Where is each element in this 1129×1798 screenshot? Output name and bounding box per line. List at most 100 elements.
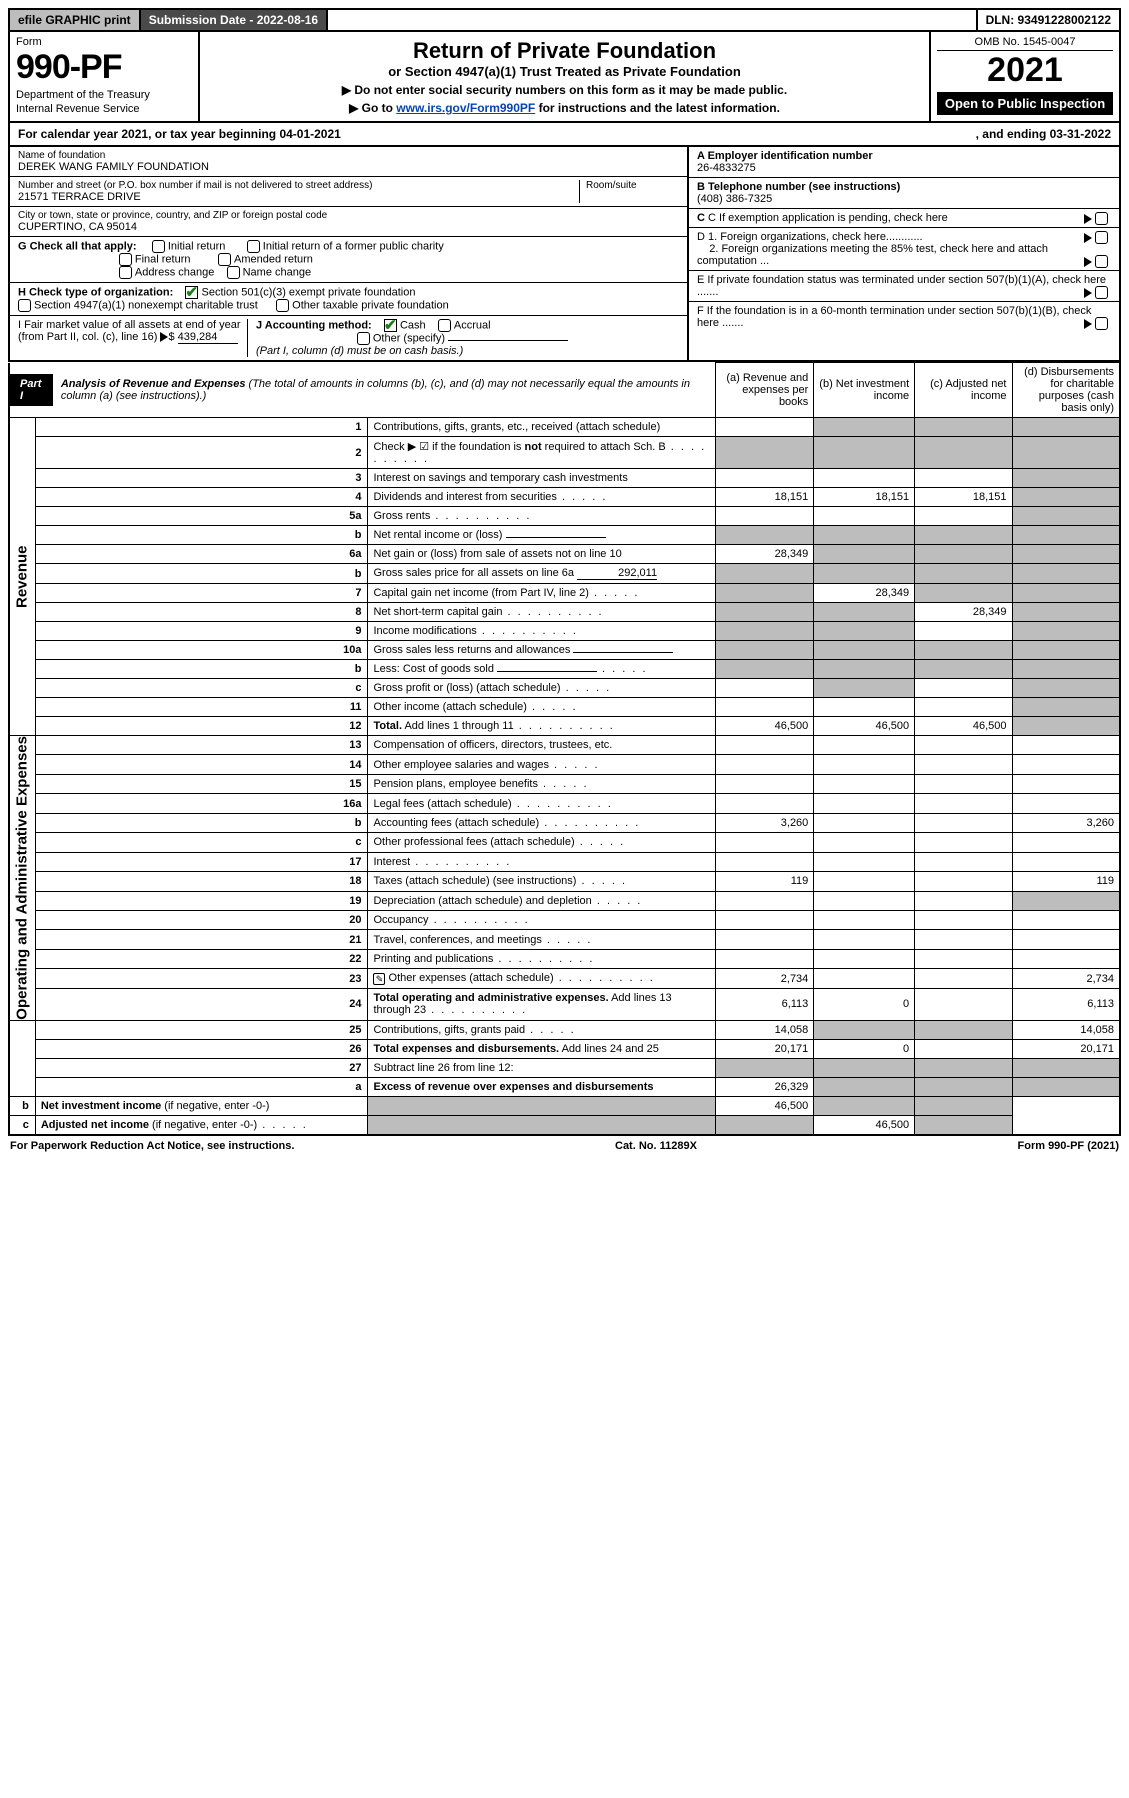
line-number: 22 (35, 949, 368, 968)
A-value: 26-4833275 (697, 162, 756, 174)
checkbox-D1[interactable] (1095, 231, 1108, 244)
form-number: 990-PF (16, 48, 192, 87)
foundation-name-cell: Name of foundation DEREK WANG FAMILY FOU… (10, 147, 687, 177)
form990pf-link[interactable]: www.irs.gov/Form990PF (396, 101, 535, 115)
line-description: Travel, conferences, and meetings (368, 930, 715, 949)
amount-cell (814, 564, 915, 584)
checkbox-C[interactable] (1095, 212, 1108, 225)
checkbox-D2[interactable] (1095, 255, 1108, 268)
amount-cell (1012, 949, 1120, 968)
amount-cell: 20,171 (715, 1039, 814, 1058)
checkbox-F[interactable] (1095, 317, 1108, 330)
amount-cell (715, 736, 814, 755)
arrow-icon (1084, 319, 1092, 329)
amount-cell (814, 1020, 915, 1039)
line-description: Capital gain net income (from Part IV, l… (368, 584, 715, 603)
line-description: Gross profit or (loss) (attach schedule) (368, 679, 715, 698)
J-label: J Accounting method: (256, 319, 372, 331)
amount-cell (814, 545, 915, 564)
checkbox-initial-former[interactable] (247, 240, 260, 253)
line-number: 23 (35, 969, 368, 989)
line-number: 13 (35, 736, 368, 755)
amount-cell: 20,171 (1012, 1039, 1120, 1058)
line-number: 26 (35, 1039, 368, 1058)
col-d-header: (d) Disbursements for charitable purpose… (1012, 363, 1120, 418)
amount-cell (915, 418, 1012, 437)
line-description: Net gain or (loss) from sale of assets n… (368, 545, 715, 564)
open-to-public: Open to Public Inspection (937, 92, 1113, 115)
line-number: b (9, 1096, 35, 1115)
form-title: Return of Private Foundation (208, 38, 921, 64)
line-number: 6a (35, 545, 368, 564)
line-number: 9 (35, 622, 368, 641)
amount-cell (915, 564, 1012, 584)
amount-cell (915, 1039, 1012, 1058)
goto-note: ▶ Go to www.irs.gov/Form990PF for instru… (208, 101, 921, 115)
table-row: 5aGross rents (9, 507, 1120, 526)
checkbox-final-return[interactable] (119, 253, 132, 266)
checkbox-accrual[interactable] (438, 319, 451, 332)
C-cell: C C If exemption application is pending,… (689, 209, 1119, 228)
amount-cell (814, 660, 915, 679)
section-IJ: I Fair market value of all assets at end… (10, 316, 687, 360)
amount-cell (915, 679, 1012, 698)
amount-cell (814, 679, 915, 698)
room-label: Room/suite (586, 180, 679, 191)
checkbox-cash[interactable] (384, 319, 397, 332)
checkbox-E[interactable] (1095, 286, 1108, 299)
line-description: Total. Add lines 1 through 11 (368, 717, 715, 736)
amount-cell (1012, 641, 1120, 660)
amount-cell (915, 910, 1012, 929)
checkbox-addr-change[interactable] (119, 266, 132, 279)
checkbox-other-taxable[interactable] (276, 299, 289, 312)
form-word: Form (16, 36, 192, 48)
checkbox-name-change[interactable] (227, 266, 240, 279)
table-row: cOther professional fees (attach schedul… (9, 833, 1120, 852)
amount-cell: 2,734 (715, 969, 814, 989)
amount-cell (915, 698, 1012, 717)
table-row: 9Income modifications (9, 622, 1120, 641)
amount-cell (715, 660, 814, 679)
amount-cell: 119 (715, 872, 814, 891)
checkbox-501c3[interactable] (185, 286, 198, 299)
amount-cell (915, 930, 1012, 949)
cal-end: , and ending 03-31-2022 (976, 127, 1111, 141)
line-description: Pension plans, employee benefits (368, 774, 715, 793)
table-row: cAdjusted net income (if negative, enter… (9, 1115, 1120, 1135)
line-number: 24 (35, 988, 368, 1020)
checkbox-4947[interactable] (18, 299, 31, 312)
section-H: H Check type of organization: Section 50… (10, 283, 687, 316)
amount-cell (915, 1020, 1012, 1039)
amount-cell (814, 698, 915, 717)
line-description: Gross rents (368, 507, 715, 526)
line-description: Gross sales price for all assets on line… (368, 564, 715, 584)
amount-cell (1012, 852, 1120, 871)
checkbox-other-specify[interactable] (357, 332, 370, 345)
checkbox-initial-return[interactable] (152, 240, 165, 253)
amount-cell (814, 794, 915, 813)
amount-cell: 2,734 (1012, 969, 1120, 989)
C-label: C If exemption application is pending, c… (708, 212, 948, 224)
D-cell: D 1. Foreign organizations, check here..… (689, 228, 1119, 271)
footer-left: For Paperwork Reduction Act Notice, see … (10, 1140, 294, 1152)
amount-cell: 46,500 (915, 717, 1012, 736)
table-row: 22Printing and publications (9, 949, 1120, 968)
amount-cell (814, 969, 915, 989)
amount-cell (368, 1096, 715, 1115)
amount-cell (1012, 755, 1120, 774)
city-value: CUPERTINO, CA 95014 (18, 221, 679, 233)
line-number: 20 (35, 910, 368, 929)
name-label: Name of foundation (18, 150, 679, 161)
checkbox-amended-return[interactable] (218, 253, 231, 266)
table-row: 24Total operating and administrative exp… (9, 988, 1120, 1020)
amount-cell: 3,260 (1012, 813, 1120, 832)
col-c-header: (c) Adjusted net income (915, 363, 1012, 418)
amount-cell (1012, 930, 1120, 949)
line-description: Other income (attach schedule) (368, 698, 715, 717)
info-right: A Employer identification number 26-4833… (689, 147, 1119, 360)
amount-cell (715, 852, 814, 871)
D1-label: D 1. Foreign organizations, check here..… (697, 231, 923, 243)
amount-cell (1012, 891, 1120, 910)
amount-cell (915, 584, 1012, 603)
line-description: Contributions, gifts, grants paid (368, 1020, 715, 1039)
